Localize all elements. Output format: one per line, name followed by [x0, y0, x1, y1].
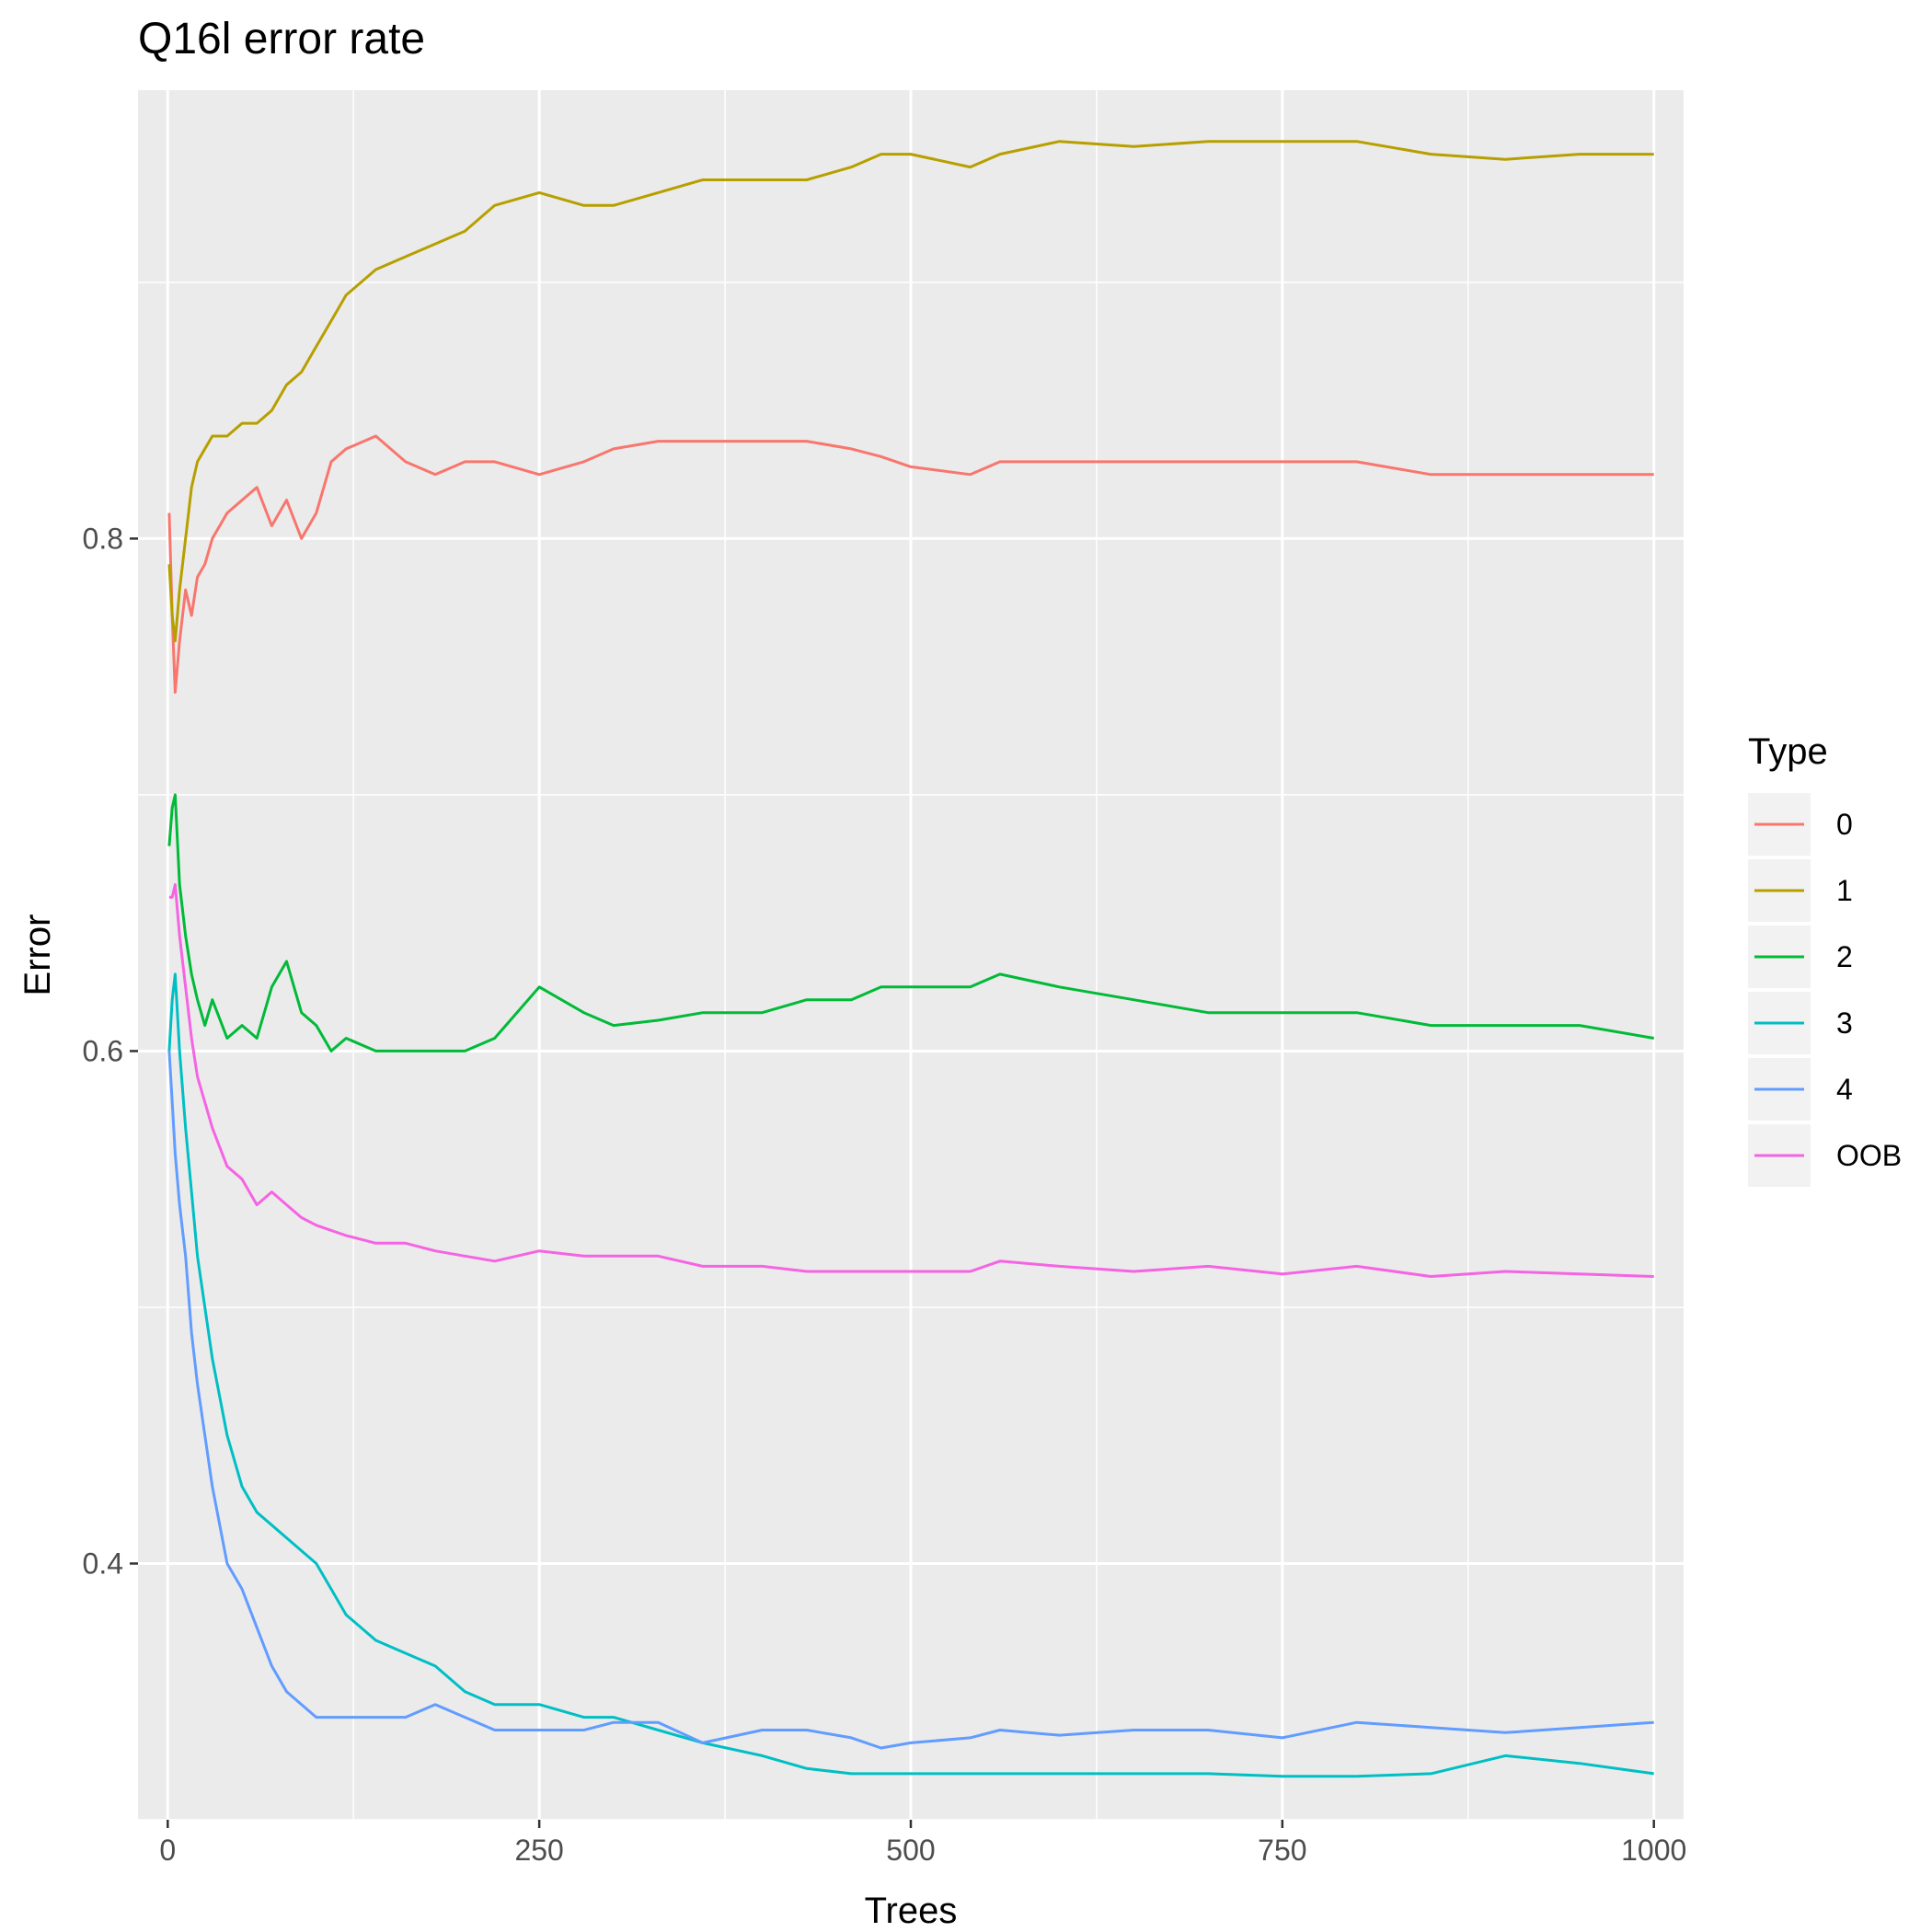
legend: Type 0 1 2 3 4 OOB — [1748, 731, 1902, 1187]
y-axis: 0.4 0.6 0.8 — [83, 522, 138, 1580]
series-lines — [167, 140, 1654, 1778]
legend-label: 2 — [1836, 940, 1853, 973]
series-line-1 — [167, 140, 1654, 643]
series-line-2 — [167, 793, 1654, 1052]
series-line-0 — [167, 434, 1654, 694]
legend-label: 1 — [1836, 874, 1853, 907]
y-tick-label: 0.4 — [83, 1547, 123, 1580]
x-tick-label: 250 — [514, 1834, 563, 1867]
series-line-4 — [167, 1051, 1654, 1750]
series-line-oob — [168, 882, 1654, 1278]
x-axis: 0 250 500 750 1000 — [159, 1820, 1686, 1867]
x-tick-label: 0 — [159, 1834, 176, 1867]
y-axis-title: Error — [17, 914, 58, 996]
x-axis-title: Trees — [865, 1891, 958, 1931]
chart-title: Q16l error rate — [138, 15, 425, 63]
legend-label: OOB — [1836, 1139, 1902, 1172]
x-tick-label: 500 — [886, 1834, 935, 1867]
legend-label: 4 — [1836, 1073, 1853, 1106]
major-gridlines — [138, 90, 1684, 1820]
legend-title: Type — [1748, 731, 1828, 772]
y-tick-label: 0.6 — [83, 1034, 123, 1067]
x-tick-label: 750 — [1258, 1834, 1306, 1867]
x-tick-label: 1000 — [1621, 1834, 1686, 1867]
series-line-3 — [167, 972, 1654, 1778]
legend-label: 0 — [1836, 808, 1853, 841]
y-tick-label: 0.8 — [83, 522, 123, 555]
legend-label: 3 — [1836, 1006, 1853, 1040]
